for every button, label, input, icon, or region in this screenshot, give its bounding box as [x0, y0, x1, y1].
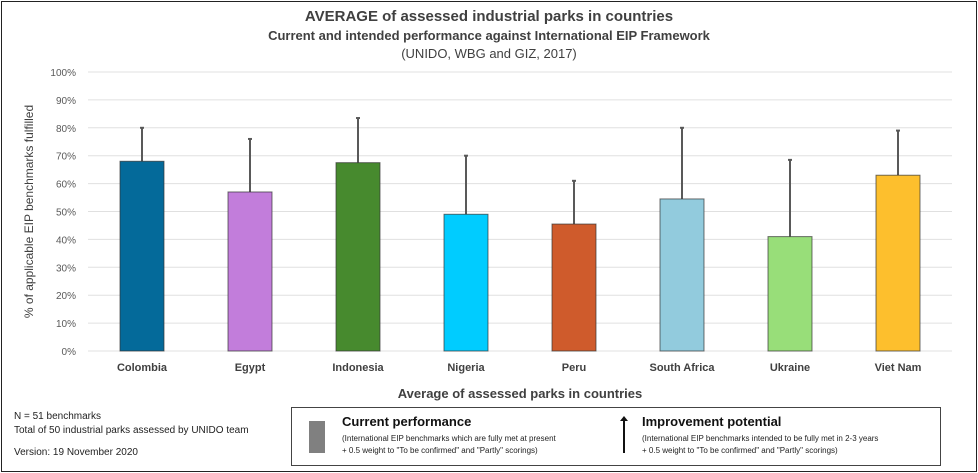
y-tick-label: 80%	[56, 124, 76, 135]
bar-peru	[551, 223, 597, 352]
arrow-up-icon	[620, 416, 628, 453]
y-axis-label: % of applicable EIP benchmarks fulfilled	[22, 105, 36, 318]
bar-nigeria	[443, 213, 489, 352]
y-tick-label: 50%	[56, 208, 76, 219]
y-tick-label: 10%	[56, 319, 76, 330]
chart-source: (UNIDO, WBG and GIZ, 2017)	[401, 46, 577, 61]
y-tick-label: 40%	[56, 235, 76, 246]
bar-south-africa	[659, 198, 705, 352]
y-tick-label: 20%	[56, 291, 76, 302]
legend: Current performance (International EIP b…	[291, 407, 941, 466]
bar-viet-nam	[875, 174, 921, 352]
x-tick-label: Ukraine	[770, 362, 810, 374]
legend-improve-desc-1: (International EIP benchmarks intended t…	[642, 434, 879, 443]
chart-subtitle: Current and intended performance against…	[268, 28, 710, 43]
chart-title: AVERAGE of assessed industrial parks in …	[304, 8, 674, 25]
x-tick-label: Egypt	[235, 362, 266, 374]
note-n: N = 51 benchmarks	[14, 411, 101, 422]
x-tick-label: Indonesia	[332, 362, 384, 374]
x-tick-label: South Africa	[650, 362, 716, 374]
bar-indonesia	[335, 162, 381, 352]
x-axis-label: Average of assessed parks in countries	[398, 386, 642, 401]
legend-improve-desc-2: + 0.5 weight to "To be confirmed" and "P…	[642, 446, 838, 455]
y-tick-label: 30%	[56, 263, 76, 274]
y-tick-label: 60%	[56, 180, 76, 191]
x-tick-label: Colombia	[117, 362, 168, 374]
bar-chart: 0% 10% 20% 30% 40% 50% 60% 70% 80% 90% 100% Colombi…	[22, 68, 952, 401]
note-version: Version: 19 November 2020	[14, 447, 138, 458]
notes: N = 51 benchmarks Total of 50 industrial…	[14, 410, 249, 460]
bar-colombia	[119, 160, 165, 352]
x-tick-label: Viet Nam	[875, 362, 922, 374]
y-tick-label: 100%	[50, 68, 76, 79]
y-tick-label: 70%	[56, 152, 76, 163]
legend-current-title: Current performance	[342, 414, 472, 429]
bar-egypt	[227, 191, 273, 352]
y-tick-label: 90%	[56, 96, 76, 107]
legend-current-desc-1: (International EIP benchmarks which are …	[342, 434, 556, 443]
legend-improve-title: Improvement potential	[642, 414, 782, 429]
legend-current-desc-2: + 0.5 weight to "To be confirmed" and "P…	[342, 446, 538, 455]
y-tick-label: 0%	[62, 347, 77, 358]
note-total: Total of 50 industrial parks assessed by…	[14, 425, 249, 436]
bar-ukraine	[767, 236, 813, 352]
legend-current-swatch	[309, 421, 325, 453]
x-tick-label: Peru	[562, 362, 586, 374]
x-tick-label: Nigeria	[447, 362, 485, 374]
